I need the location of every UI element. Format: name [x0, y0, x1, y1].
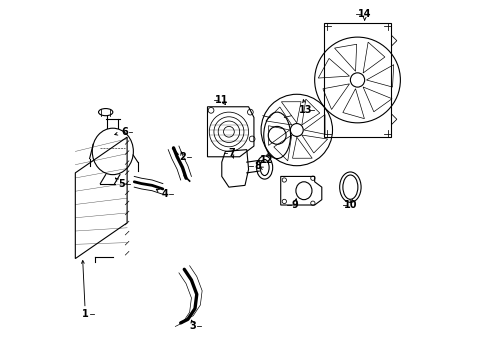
Text: 1: 1 [82, 309, 89, 319]
Text: 5: 5 [119, 179, 125, 189]
Text: 6: 6 [121, 127, 127, 137]
Text: 4: 4 [161, 189, 168, 199]
Text: 10: 10 [344, 200, 358, 210]
Text: 12: 12 [260, 156, 273, 165]
Text: 2: 2 [179, 152, 186, 162]
Text: 14: 14 [358, 9, 371, 19]
Text: 8: 8 [254, 161, 261, 171]
Text: 13: 13 [299, 105, 313, 115]
Text: 11: 11 [215, 95, 228, 105]
Text: 3: 3 [190, 321, 196, 331]
Text: 9: 9 [292, 200, 298, 210]
Text: 7: 7 [228, 148, 235, 158]
